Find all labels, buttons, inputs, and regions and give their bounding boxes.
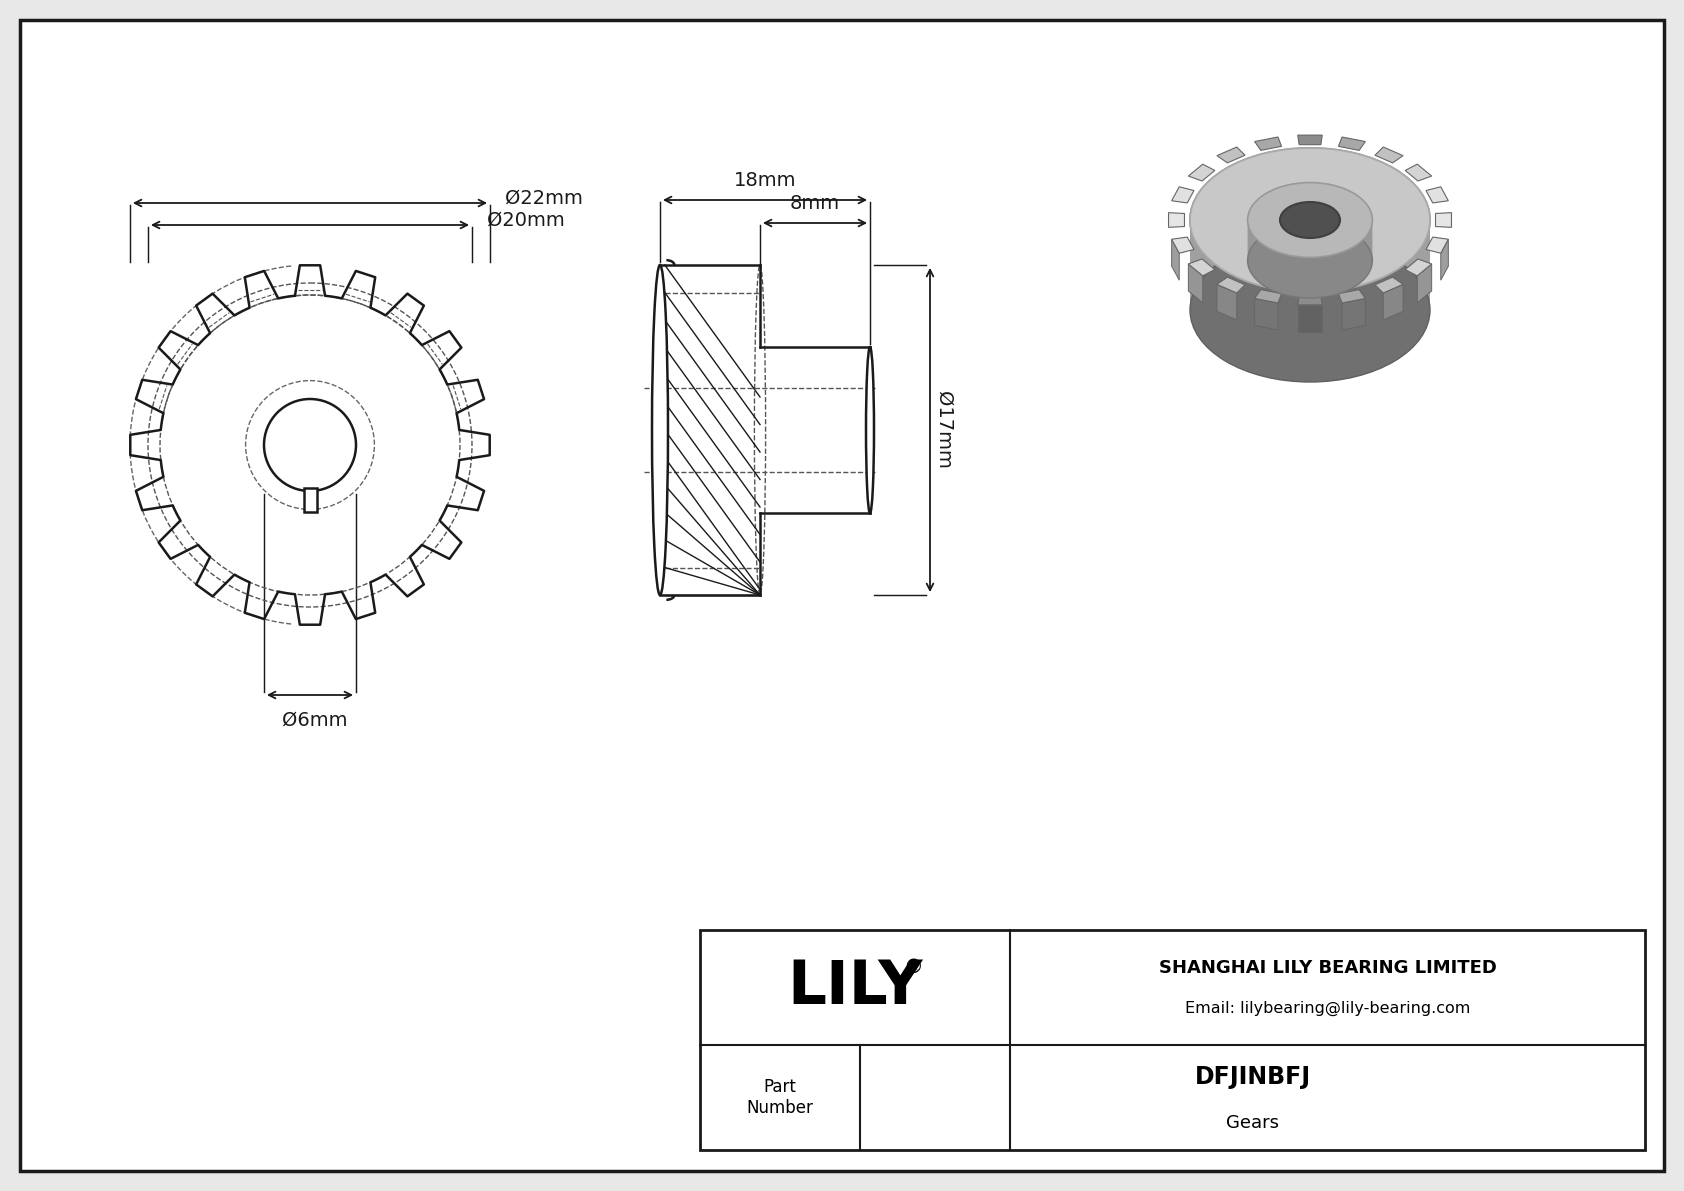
- Text: LILY: LILY: [786, 958, 923, 1017]
- Polygon shape: [1342, 299, 1366, 330]
- Polygon shape: [1376, 146, 1403, 163]
- Text: Ø6mm: Ø6mm: [283, 711, 349, 730]
- Polygon shape: [1435, 213, 1452, 227]
- Polygon shape: [1255, 289, 1282, 303]
- Polygon shape: [1218, 146, 1244, 163]
- Polygon shape: [1172, 187, 1194, 202]
- Polygon shape: [1172, 237, 1194, 254]
- Bar: [701, 930, 1645, 1151]
- Ellipse shape: [1191, 148, 1430, 292]
- Text: DFJINBFJ: DFJINBFJ: [1194, 1065, 1310, 1089]
- Ellipse shape: [1280, 202, 1340, 238]
- Polygon shape: [1404, 258, 1431, 276]
- Polygon shape: [1255, 137, 1282, 150]
- Text: ®: ®: [903, 958, 923, 977]
- Text: Ø22mm: Ø22mm: [505, 188, 583, 207]
- Polygon shape: [1218, 278, 1244, 293]
- Ellipse shape: [652, 266, 669, 596]
- Text: Ø17mm: Ø17mm: [935, 391, 953, 469]
- Text: 18mm: 18mm: [734, 172, 797, 191]
- Polygon shape: [1442, 239, 1448, 280]
- Text: Email: lilybearing@lily-bearing.com: Email: lilybearing@lily-bearing.com: [1186, 1000, 1470, 1016]
- Polygon shape: [1383, 285, 1403, 320]
- Ellipse shape: [1248, 223, 1372, 298]
- Ellipse shape: [1191, 148, 1430, 292]
- Polygon shape: [1339, 137, 1366, 150]
- Text: 8mm: 8mm: [790, 194, 840, 213]
- Polygon shape: [1189, 164, 1214, 181]
- Polygon shape: [1426, 187, 1448, 202]
- Polygon shape: [1426, 237, 1448, 254]
- Polygon shape: [1189, 258, 1214, 276]
- Ellipse shape: [1280, 202, 1340, 238]
- Bar: [303, 488, 317, 512]
- Polygon shape: [1189, 264, 1202, 303]
- Polygon shape: [1404, 164, 1431, 181]
- Polygon shape: [1298, 305, 1322, 332]
- Polygon shape: [1339, 289, 1366, 303]
- Polygon shape: [1298, 135, 1322, 144]
- Polygon shape: [1248, 182, 1372, 261]
- Text: Gears: Gears: [1226, 1114, 1280, 1131]
- Ellipse shape: [1191, 238, 1430, 382]
- Ellipse shape: [754, 266, 766, 596]
- Polygon shape: [1218, 285, 1236, 320]
- Text: SHANGHAI LILY BEARING LIMITED: SHANGHAI LILY BEARING LIMITED: [1159, 959, 1497, 977]
- Ellipse shape: [866, 347, 874, 513]
- Polygon shape: [1191, 148, 1430, 310]
- Polygon shape: [1255, 299, 1278, 330]
- Polygon shape: [1169, 213, 1184, 227]
- Polygon shape: [1298, 295, 1322, 305]
- Ellipse shape: [1248, 182, 1372, 257]
- Polygon shape: [1376, 278, 1403, 293]
- Text: Part
Number: Part Number: [746, 1078, 813, 1117]
- Text: Ø20mm: Ø20mm: [487, 211, 564, 230]
- Polygon shape: [1418, 264, 1431, 303]
- Polygon shape: [1172, 239, 1179, 280]
